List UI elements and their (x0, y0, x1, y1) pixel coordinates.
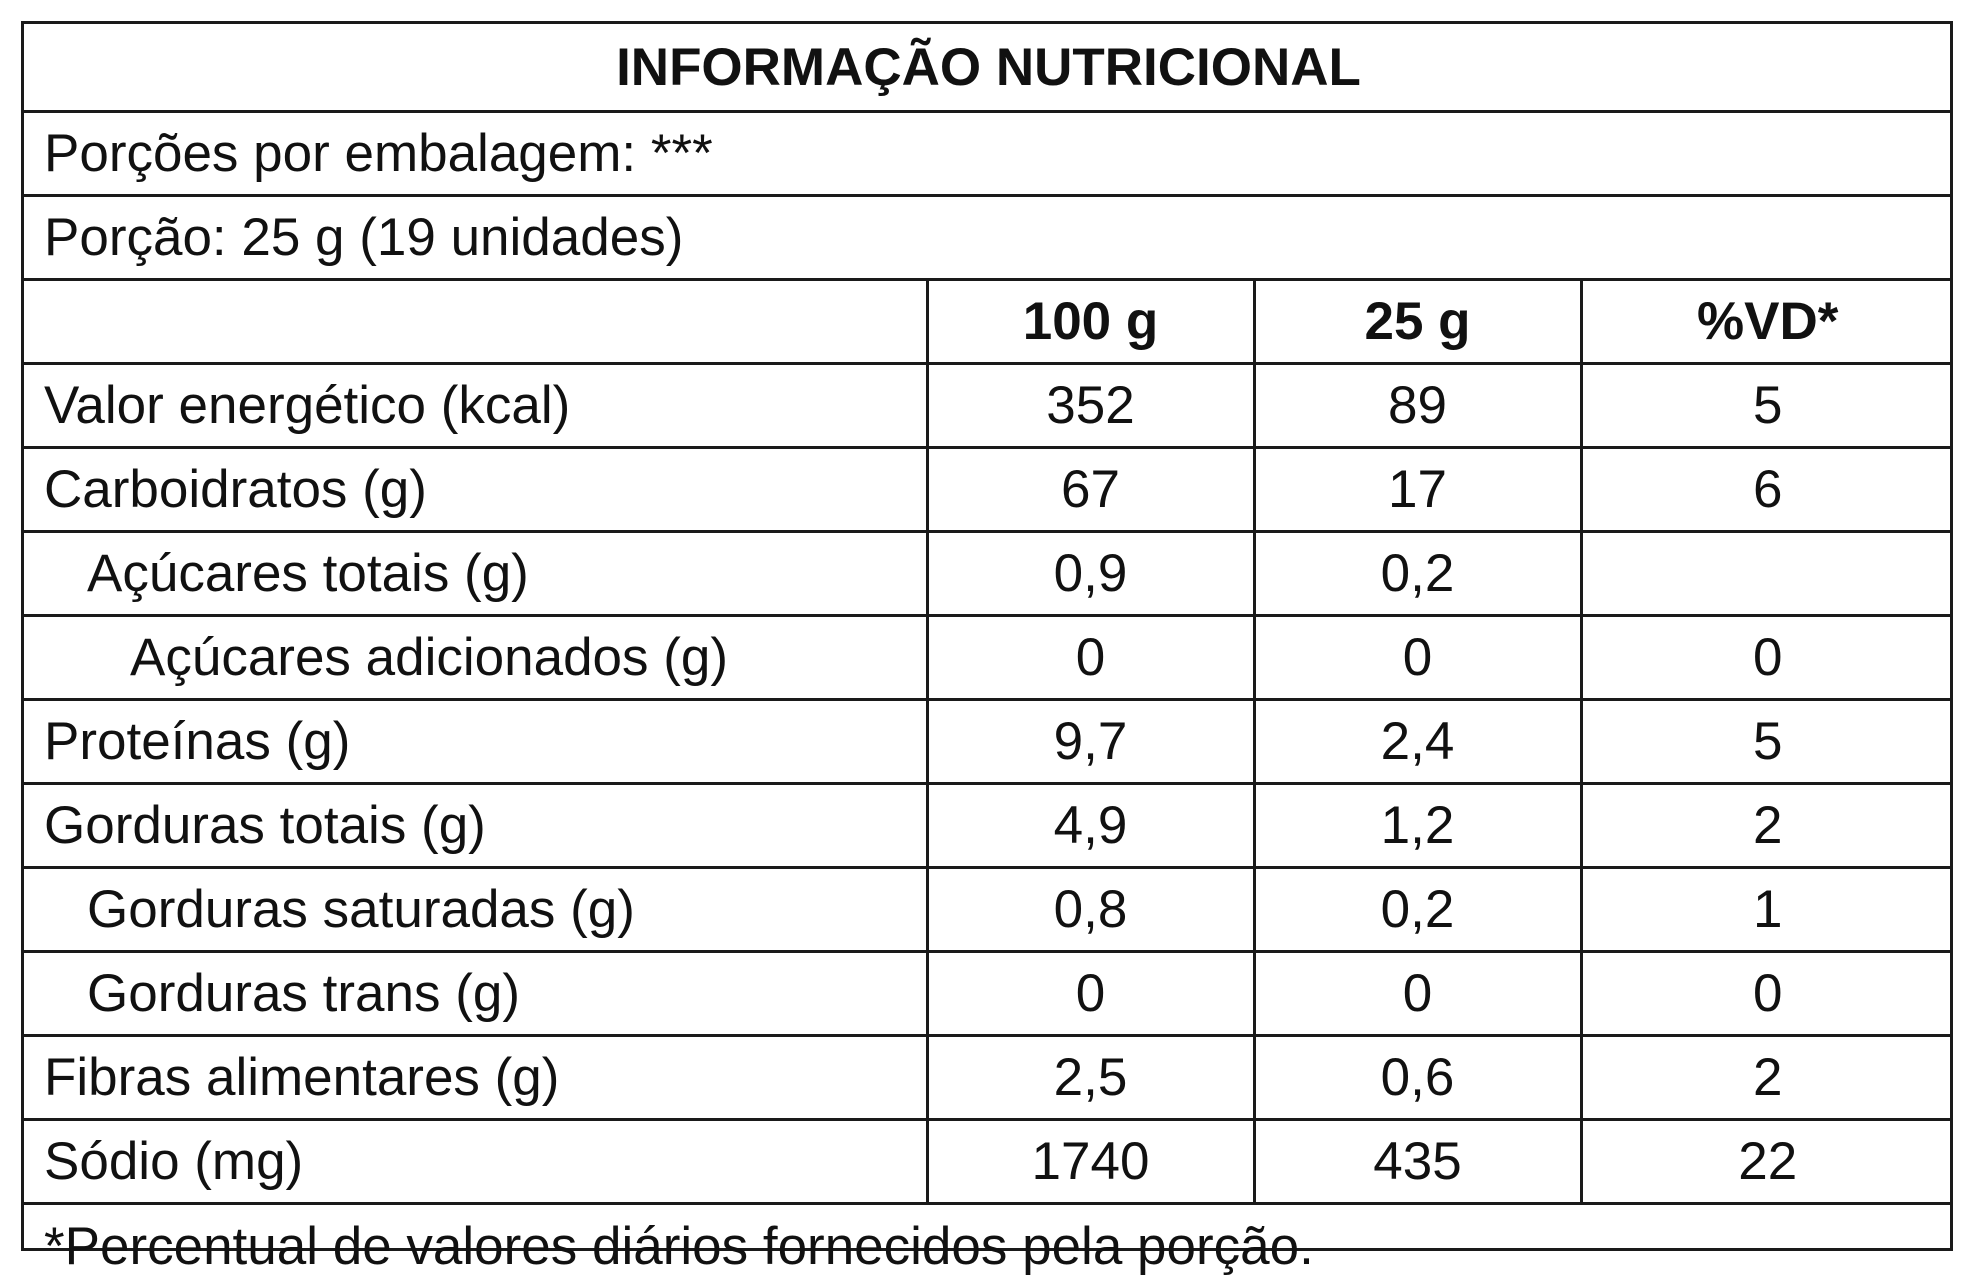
table-row: Gorduras saturadas (g) 0,8 0,2 1 (24, 868, 1953, 952)
table-row: Carboidratos (g) 67 17 6 (24, 448, 1953, 532)
value-dv: 22 (1581, 1120, 1953, 1204)
table-row: Fibras alimentares (g) 2,5 0,6 2 (24, 1036, 1953, 1120)
value-100g: 9,7 (927, 700, 1254, 784)
nutrition-table: INFORMAÇÃO NUTRICIONAL Porções por embal… (24, 24, 1953, 1287)
value-100g: 0,8 (927, 868, 1254, 952)
table-row: Proteínas (g) 9,7 2,4 5 (24, 700, 1953, 784)
value-dv: 2 (1581, 1036, 1953, 1120)
value-dv: 0 (1581, 616, 1953, 700)
column-header-row: 100 g 25 g %VD* (24, 280, 1953, 364)
value-serving: 0 (1254, 952, 1581, 1036)
table-row: Valor energético (kcal) 352 89 5 (24, 364, 1953, 448)
column-header-dv: %VD* (1581, 280, 1953, 364)
value-dv: 0 (1581, 952, 1953, 1036)
table-row: Gorduras trans (g) 0 0 0 (24, 952, 1953, 1036)
value-100g: 0 (927, 616, 1254, 700)
serving-size-row: Porção: 25 g (19 unidades) (24, 196, 1953, 280)
nutrient-name: Gorduras trans (g) (24, 952, 927, 1036)
servings-per-package-row: Porções por embalagem: *** (24, 112, 1953, 196)
table-title: INFORMAÇÃO NUTRICIONAL (24, 24, 1953, 112)
table-row: Açúcares totais (g) 0,9 0,2 (24, 532, 1953, 616)
value-serving: 0,2 (1254, 532, 1581, 616)
value-dv: 5 (1581, 700, 1953, 784)
value-100g: 0 (927, 952, 1254, 1036)
nutrient-name: Fibras alimentares (g) (24, 1036, 927, 1120)
column-header-blank (24, 280, 927, 364)
value-100g: 4,9 (927, 784, 1254, 868)
value-100g: 2,5 (927, 1036, 1254, 1120)
value-serving: 435 (1254, 1120, 1581, 1204)
value-serving: 0,2 (1254, 868, 1581, 952)
value-serving: 1,2 (1254, 784, 1581, 868)
column-header-100g: 100 g (927, 280, 1254, 364)
value-dv: 6 (1581, 448, 1953, 532)
value-dv: 1 (1581, 868, 1953, 952)
nutrient-name: Gorduras totais (g) (24, 784, 927, 868)
nutrient-name: Valor energético (kcal) (24, 364, 927, 448)
nutrient-name: Açúcares adicionados (g) (24, 616, 927, 700)
value-100g: 0,9 (927, 532, 1254, 616)
serving-size: Porção: 25 g (19 unidades) (24, 196, 1953, 280)
nutrient-name: Açúcares totais (g) (24, 532, 927, 616)
column-header-serving: 25 g (1254, 280, 1581, 364)
value-serving: 0,6 (1254, 1036, 1581, 1120)
value-100g: 1740 (927, 1120, 1254, 1204)
value-100g: 352 (927, 364, 1254, 448)
value-100g: 67 (927, 448, 1254, 532)
nutrient-name: Carboidratos (g) (24, 448, 927, 532)
value-serving: 89 (1254, 364, 1581, 448)
value-dv (1581, 532, 1953, 616)
table-row: Gorduras totais (g) 4,9 1,2 2 (24, 784, 1953, 868)
value-dv: 2 (1581, 784, 1953, 868)
table-row: Açúcares adicionados (g) 0 0 0 (24, 616, 1953, 700)
table-row: Sódio (mg) 1740 435 22 (24, 1120, 1953, 1204)
title-row: INFORMAÇÃO NUTRICIONAL (24, 24, 1953, 112)
value-serving: 17 (1254, 448, 1581, 532)
footnote-row: *Percentual de valores diários fornecido… (24, 1204, 1953, 1287)
value-dv: 5 (1581, 364, 1953, 448)
nutrient-name: Gorduras saturadas (g) (24, 868, 927, 952)
value-serving: 2,4 (1254, 700, 1581, 784)
nutrition-facts-label: INFORMAÇÃO NUTRICIONAL Porções por embal… (21, 21, 1953, 1251)
nutrient-name: Proteínas (g) (24, 700, 927, 784)
servings-per-package: Porções por embalagem: *** (24, 112, 1953, 196)
nutrient-name: Sódio (mg) (24, 1120, 927, 1204)
footnote: *Percentual de valores diários fornecido… (24, 1204, 1953, 1287)
value-serving: 0 (1254, 616, 1581, 700)
